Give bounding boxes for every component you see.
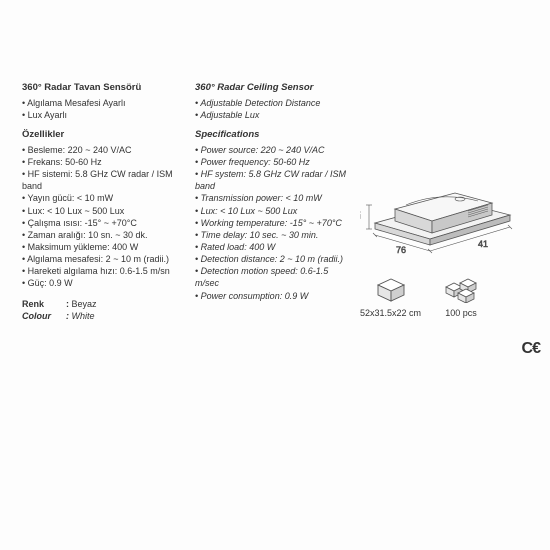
diagram-area: 27 76 41 52x31.5x22 cm <box>360 153 535 318</box>
spec-item: HF system: 5.8 GHz CW radar / ISM band <box>195 168 350 192</box>
spec-item: Zaman aralığı: 10 sn. ~ 30 dk. <box>22 229 177 241</box>
svg-text:27: 27 <box>360 209 362 219</box>
color-label-tr: Renk <box>22 298 66 310</box>
specs-en: Power source: 220 ~ 240 V/AC Power frequ… <box>195 144 350 302</box>
spec-item: Frekans: 50-60 Hz <box>22 156 177 168</box>
spec-item: Time delay: 10 sec. ~ 30 min. <box>195 229 350 241</box>
ce-mark: C€ <box>522 340 540 358</box>
svg-text:76: 76 <box>396 245 406 255</box>
icons-row: 52x31.5x22 cm 100 <box>360 273 535 318</box>
boxes-icon <box>441 273 481 303</box>
color-row: Renk: Beyaz <box>22 298 177 310</box>
spec-item: Algılama mesafesi: 2 ~ 10 m (radii.) <box>22 253 177 265</box>
specs-heading-tr: Özellikler <box>22 129 177 142</box>
qty-block: 100 pcs <box>441 273 481 318</box>
feature-item: Adjustable Lux <box>195 109 350 121</box>
spec-item: Çalışma ısısı: -15° ~ +70°C <box>22 217 177 229</box>
spec-item: Working temperature: -15° ~ +70°C <box>195 217 350 229</box>
features-en: Adjustable Detection Distance Adjustable… <box>195 97 350 121</box>
spec-item: Power frequency: 50-60 Hz <box>195 156 350 168</box>
spec-item: HF sistemi: 5.8 GHz CW radar / ISM band <box>22 168 177 192</box>
color-value-en: White <box>72 311 95 321</box>
box-icon <box>374 273 408 303</box>
spec-item: Güç: 0.9 W <box>22 277 177 289</box>
feature-item: Algılama Mesafesi Ayarlı <box>22 97 177 109</box>
spec-item: Power consumption: 0.9 W <box>195 290 350 302</box>
spec-item: Detection distance: 2 ~ 10 m (radii.) <box>195 253 350 265</box>
specs-tr: Besleme: 220 ~ 240 V/AC Frekans: 50-60 H… <box>22 144 177 290</box>
title-tr: 360° Radar Tavan Sensörü <box>22 82 177 95</box>
color-value-tr: Beyaz <box>72 299 97 309</box>
spec-item: Rated load: 400 W <box>195 241 350 253</box>
feature-item: Adjustable Detection Distance <box>195 97 350 109</box>
spec-item: Power source: 220 ~ 240 V/AC <box>195 144 350 156</box>
colour-row: Colour: White <box>22 310 177 322</box>
spec-item: Transmission power: < 10 mW <box>195 192 350 204</box>
device-diagram: 27 76 41 <box>360 153 520 263</box>
specs-heading-en: Specifications <box>195 129 350 142</box>
features-tr: Algılama Mesafesi Ayarlı Lux Ayarlı <box>22 97 177 121</box>
spec-item: Detection motion speed: 0.6-1.5 m/sec <box>195 265 350 289</box>
spec-item: Lux: < 10 Lux ~ 500 Lux <box>195 205 350 217</box>
box-size-label: 52x31.5x22 cm <box>360 308 421 318</box>
spec-item: Besleme: 220 ~ 240 V/AC <box>22 144 177 156</box>
box-size-block: 52x31.5x22 cm <box>360 273 421 318</box>
spec-item: Lux: < 10 Lux ~ 500 Lux <box>22 205 177 217</box>
color-label-en: Colour <box>22 310 66 322</box>
spec-item: Yayın gücü: < 10 mW <box>22 192 177 204</box>
title-en: 360° Radar Ceiling Sensor <box>195 82 350 95</box>
left-column: 360° Radar Tavan Sensörü Algılama Mesafe… <box>22 82 177 322</box>
spec-item: Hareketi algılama hızı: 0.6-1.5 m/sn <box>22 265 177 277</box>
svg-text:41: 41 <box>478 239 488 249</box>
spec-item: Maksimum yükleme: 400 W <box>22 241 177 253</box>
right-column: 360° Radar Ceiling Sensor Adjustable Det… <box>195 82 350 322</box>
feature-item: Lux Ayarlı <box>22 109 177 121</box>
qty-label: 100 pcs <box>441 308 481 318</box>
